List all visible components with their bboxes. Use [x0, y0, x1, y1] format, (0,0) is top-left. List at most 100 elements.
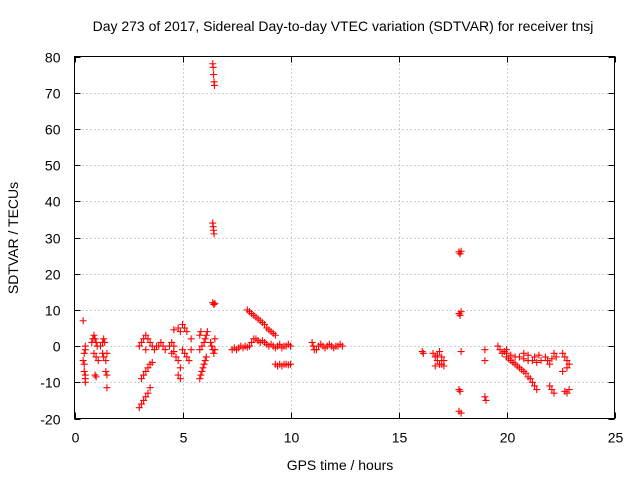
data-point — [522, 369, 530, 377]
data-point — [494, 342, 502, 350]
data-point — [338, 342, 346, 350]
data-point — [144, 335, 152, 343]
data-point — [287, 360, 294, 368]
plot-frame — [74, 56, 615, 419]
data-point — [81, 378, 89, 386]
data-point — [144, 364, 152, 372]
data-point — [533, 386, 541, 394]
data-point — [248, 338, 256, 346]
data-point — [91, 335, 99, 343]
data-point — [135, 404, 143, 412]
data-points — [79, 60, 573, 417]
data-point — [170, 326, 178, 334]
data-point — [210, 300, 218, 308]
data-point — [197, 371, 205, 379]
y-tick-label: 0 — [53, 339, 61, 355]
data-point — [440, 362, 448, 370]
data-point — [144, 389, 152, 397]
data-point — [496, 346, 504, 354]
data-point — [481, 346, 489, 354]
data-point — [196, 346, 204, 354]
data-point — [161, 346, 169, 354]
data-point — [159, 342, 167, 350]
data-point — [181, 349, 189, 357]
data-point — [148, 358, 156, 366]
y-tick-label: 80 — [45, 50, 61, 66]
y-tick-label: 10 — [45, 303, 61, 319]
data-point — [200, 338, 208, 346]
data-point — [565, 386, 573, 394]
data-point — [456, 387, 464, 395]
data-point — [176, 375, 184, 383]
data-point — [202, 353, 210, 361]
data-point — [203, 328, 211, 336]
data-point — [537, 357, 545, 365]
data-point — [102, 367, 110, 375]
data-point — [312, 346, 320, 354]
y-axis-label: SDTVAR / TECUs — [5, 182, 21, 294]
data-point — [196, 375, 204, 383]
data-point — [438, 353, 446, 361]
data-point — [201, 335, 209, 343]
data-point — [103, 371, 111, 379]
data-point — [103, 384, 111, 392]
data-point — [185, 357, 193, 365]
data-point — [559, 367, 567, 375]
data-point — [544, 357, 552, 365]
data-point — [533, 358, 541, 366]
data-point — [142, 331, 150, 339]
y-tick-labels: -20 -10 0 10 20 30 40 50 60 70 80 — [40, 50, 60, 428]
y-tick-label: 30 — [45, 231, 61, 247]
data-point — [457, 409, 465, 417]
data-point — [528, 378, 536, 386]
data-point — [211, 335, 219, 343]
data-point — [198, 367, 206, 375]
data-point — [172, 353, 180, 361]
data-point — [528, 357, 536, 365]
data-point — [541, 353, 549, 361]
data-point — [565, 360, 573, 368]
data-point — [208, 342, 216, 350]
data-point — [168, 338, 176, 346]
data-point — [198, 342, 206, 350]
data-point — [559, 349, 567, 357]
data-point — [142, 367, 150, 375]
x-tick-labels: 0 5 10 15 20 25 — [72, 430, 624, 446]
data-point — [210, 349, 218, 357]
data-point — [481, 393, 489, 401]
data-point — [140, 396, 148, 404]
data-point — [174, 357, 182, 365]
data-point — [92, 373, 100, 381]
data-point — [91, 371, 99, 379]
y-tick-label: -10 — [40, 375, 60, 391]
x-tick-label: 25 — [608, 430, 624, 446]
data-point — [181, 324, 189, 332]
chart-title: Day 273 of 2017, Sidereal Day-to-day VTE… — [93, 18, 594, 34]
x-tick-label: 5 — [180, 430, 188, 446]
x-tick-label: 0 — [72, 430, 80, 446]
data-point — [276, 340, 284, 348]
data-point — [79, 357, 87, 365]
data-point — [481, 357, 489, 365]
data-point — [94, 357, 102, 365]
data-point — [102, 357, 110, 365]
data-point — [81, 342, 89, 350]
data-point — [419, 349, 427, 357]
data-point — [200, 360, 208, 368]
data-point — [197, 328, 205, 336]
data-point — [199, 364, 207, 372]
data-point — [520, 349, 528, 357]
data-point — [196, 331, 204, 339]
y-tick-label: 50 — [45, 158, 61, 174]
data-point — [79, 317, 87, 325]
data-point — [179, 320, 186, 328]
data-point — [202, 331, 210, 339]
data-point — [80, 367, 88, 375]
data-point — [526, 375, 534, 383]
data-point — [146, 338, 154, 346]
data-point — [546, 360, 554, 368]
y-tick-label: -20 — [40, 412, 60, 428]
data-point — [563, 364, 571, 372]
data-point — [80, 349, 88, 357]
data-point — [456, 311, 464, 319]
